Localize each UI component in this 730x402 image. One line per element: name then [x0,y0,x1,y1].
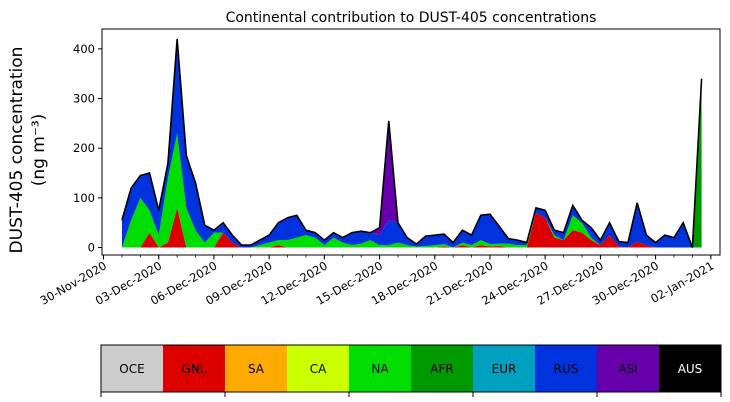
y-tick-label-400: 400 [73,42,95,56]
area-series-gnl [121,207,702,248]
legend-swatch-oce [101,345,164,392]
y-tick-label-0: 0 [88,241,95,255]
area-series-asi [121,38,702,248]
plot-frame [101,28,721,256]
legend-swatch-rus [535,345,598,392]
legend-label-oce: OCE [119,362,144,376]
legend-swatch-na [349,345,412,392]
y-tick-label-300: 300 [73,92,95,106]
y-tick-label-200: 200 [73,141,95,155]
chart-title: Continental contribution to DUST-405 con… [226,10,597,26]
x-tick-label-2021-01-02: 02-Jan-2021 [648,258,716,305]
legend-label-ca: CA [310,362,327,376]
legend-swatch-eur [473,345,536,392]
area-series-afr [121,78,702,248]
legend-label-afr: AFR [430,362,453,376]
legend-swatch-asi [597,345,660,392]
legend-swatch-afr [411,345,474,392]
total-outline [121,38,703,248]
legend-swatch-aus [659,345,722,392]
area-series-rus [121,41,702,248]
legend-frame [100,344,722,393]
y-axis-label: DUST-405 concentration [7,47,27,254]
legend-swatch-ca [287,345,350,392]
legend-label-sa: SA [248,362,265,376]
legend-label-rus: RUS [554,362,579,376]
legend-label-aus: AUS [678,362,703,376]
legend-label-na: NA [371,362,389,376]
legend-label-gnl: GNL [182,362,207,376]
legend-swatch-gnl [163,345,226,392]
legend-label-eur: EUR [492,362,517,376]
legend-label-asi: ASI [618,362,637,376]
y-axis-label-unit: (ng m⁻³) [29,114,49,187]
y-tick-label-100: 100 [73,191,95,205]
legend-swatch-sa [225,345,288,392]
